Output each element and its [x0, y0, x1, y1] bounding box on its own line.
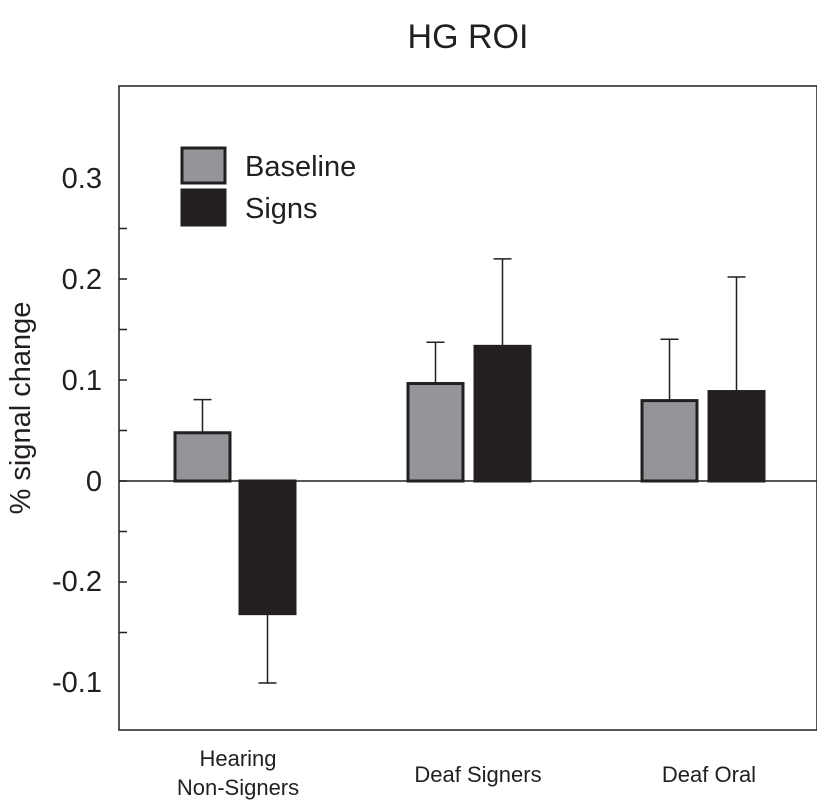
y-axis-label: % signal change [5, 302, 37, 515]
y-tick-label: -0.2 [52, 566, 102, 598]
bars [173, 344, 766, 616]
y-tick-label: 0 [86, 466, 102, 498]
y-tick-label: 0.1 [62, 365, 102, 397]
y-axis-ticks [119, 227, 127, 634]
bar-signs-0 [238, 479, 297, 616]
y-tick-label: 0.2 [62, 264, 102, 296]
x-category-label: Deaf Signers [414, 762, 541, 787]
bar-signs-2 [707, 390, 766, 483]
bar-baseline-2 [640, 399, 699, 483]
y-tick-label: -0.1 [52, 667, 102, 699]
legend: Baseline Signs [180, 146, 356, 227]
x-category-label: Hearing Non-Signers [177, 746, 299, 800]
bar-baseline-0 [173, 431, 232, 483]
legend-label-signs: Signs [245, 193, 318, 225]
error-bars [193, 258, 746, 684]
legend-swatch-signs [180, 188, 227, 227]
bar-signs-1 [473, 344, 532, 483]
chart-title: HG ROI [408, 18, 529, 56]
y-tick-label: 0.3 [62, 163, 102, 195]
legend-label-baseline: Baseline [245, 151, 356, 183]
plot-frame [118, 85, 817, 731]
x-category-label: Deaf Oral [662, 762, 756, 787]
y-axis-tick-labels: 0.3 0.2 0.1 0 -0.2 -0.1 [52, 163, 102, 699]
x-axis-category-labels: Hearing Non-Signers Deaf Signers Deaf Oral [177, 746, 756, 800]
bar-baseline-1 [406, 382, 465, 483]
legend-swatch-baseline [180, 146, 227, 185]
